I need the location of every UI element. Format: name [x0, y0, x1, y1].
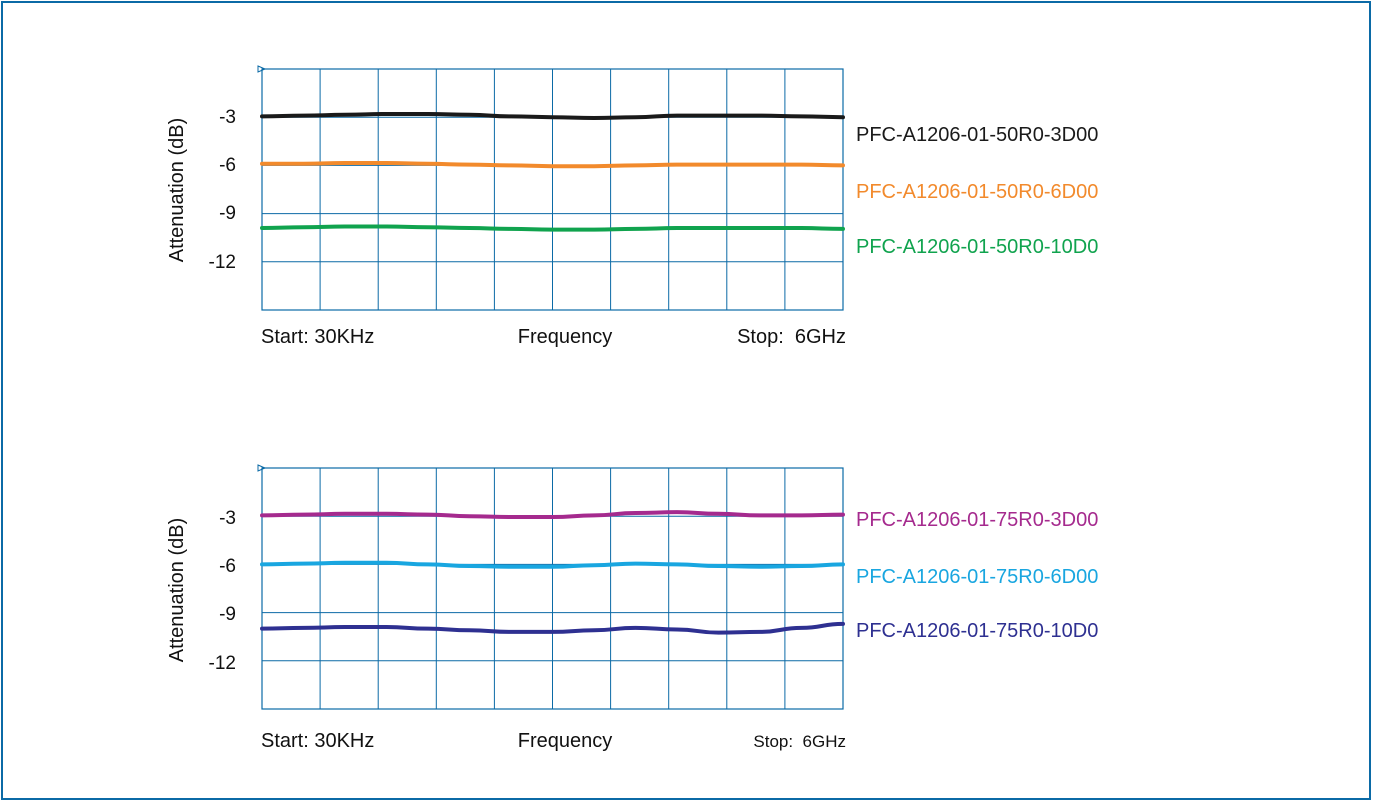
series-line [260, 224, 845, 232]
x-stop-label: Stop: 6GHz [753, 732, 846, 751]
legend-entry: PFC-A1206-01-50R0-10D0 [856, 236, 1098, 258]
x-stop-label: Stop: 6GHz [737, 326, 846, 348]
legend-entry: PFC-A1206-01-75R0-6D00 [856, 566, 1098, 588]
plot-border [261, 467, 844, 710]
y-axis-label: Attenuation (dB) [166, 518, 188, 663]
reference-marker-icon [257, 464, 267, 472]
y-tick-label: -3 [219, 508, 236, 529]
legend-entry: PFC-A1206-01-50R0-3D00 [856, 124, 1098, 146]
y-tick-label: -9 [219, 203, 236, 224]
series-line [260, 560, 845, 569]
x-axis-label: Frequency [518, 730, 613, 752]
legend-entry: PFC-A1206-01-50R0-6D00 [856, 181, 1098, 203]
y-tick-label: -9 [219, 604, 236, 625]
x-axis-label: Frequency [518, 326, 613, 348]
y-tick-label: -6 [219, 556, 236, 577]
x-start-label: Start: 30KHz [261, 326, 374, 348]
legend-entry: PFC-A1206-01-75R0-3D00 [856, 509, 1098, 531]
y-tick-label: -12 [209, 653, 236, 674]
legend-entry: PFC-A1206-01-75R0-10D0 [856, 620, 1098, 642]
y-tick-label: -3 [219, 107, 236, 128]
plot-border [261, 68, 844, 311]
reference-marker-icon [257, 65, 267, 73]
x-start-label: Start: 30KHz [261, 730, 374, 752]
y-tick-label: -12 [209, 252, 236, 273]
series-line [260, 111, 845, 121]
y-tick-label: -6 [219, 155, 236, 176]
series-line [260, 621, 845, 635]
series-line [260, 160, 845, 169]
plot-area [257, 464, 845, 710]
plot-area [257, 65, 845, 311]
series-line [260, 510, 845, 520]
y-axis-label: Attenuation (dB) [166, 118, 188, 263]
